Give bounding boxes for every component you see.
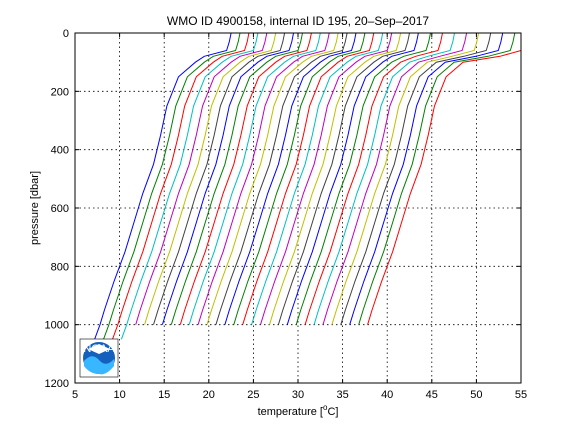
- axis-ticks: 5 10 15 20 25 30 35 40 45 50 55 0 200 400 600 800 1000 12…: [45, 28, 528, 401]
- x-axis-label-degree: o: [323, 403, 328, 412]
- profile-line-30: [358, 32, 516, 325]
- noaa-logo: NOAA: [79, 338, 119, 378]
- grid-lines: [75, 33, 521, 383]
- x-tick-label: 15: [158, 389, 170, 401]
- profile-line-11: [188, 32, 321, 325]
- x-axis-label: temperature [oC]: [258, 403, 339, 418]
- profile-line-17: [242, 32, 375, 325]
- x-tick-label: 45: [426, 389, 438, 401]
- y-tick-label: 600: [51, 203, 69, 215]
- x-tick-label: 10: [113, 389, 125, 401]
- x-tick-label: 5: [72, 389, 78, 401]
- x-axis-label-main: temperature [: [258, 406, 323, 418]
- profile-line-26: [322, 32, 468, 325]
- profile-line-19: [260, 32, 393, 325]
- y-tick-label: 0: [63, 28, 69, 40]
- y-tick-label: 400: [51, 145, 69, 157]
- profile-line-15: [224, 32, 357, 325]
- profile-line-13: [206, 32, 339, 325]
- x-tick-label: 35: [336, 389, 348, 401]
- profile-line-8: [161, 32, 294, 325]
- x-axis-label-unit: C]: [327, 406, 338, 418]
- y-tick-label: 200: [51, 86, 69, 98]
- profile-line-31: [367, 33, 522, 325]
- profile-line-6: [144, 32, 277, 325]
- profile-line-1: [94, 32, 232, 340]
- y-tick-label: 1000: [45, 320, 69, 332]
- profile-line-20: [269, 32, 402, 325]
- profile-line-4: [120, 32, 259, 340]
- profile-line-27: [331, 32, 480, 325]
- x-tick-label: 25: [247, 389, 259, 401]
- profile-line-2: [103, 32, 241, 340]
- profile-line-12: [197, 32, 330, 325]
- profile-line-22: [286, 32, 419, 325]
- profile-line-29: [349, 32, 504, 325]
- x-tick-label: 30: [292, 389, 304, 401]
- profile-line-10: [179, 32, 312, 325]
- y-axis-label: pressure [dbar]: [29, 171, 41, 245]
- profile-line-25: [313, 32, 455, 325]
- profile-line-3: [112, 32, 250, 340]
- x-tick-label: 55: [515, 389, 527, 401]
- profile-lines: [94, 32, 522, 340]
- profile-line-16: [233, 32, 366, 325]
- profile-line-9: [170, 32, 303, 325]
- profile-line-18: [251, 32, 384, 325]
- profile-line-24: [304, 32, 443, 325]
- profile-line-5: [135, 32, 268, 325]
- noaa-logo-text: NOAA: [83, 343, 115, 355]
- x-tick-label: 40: [381, 389, 393, 401]
- profile-line-14: [215, 32, 348, 325]
- profile-line-23: [295, 32, 431, 325]
- chart-title: WMO ID 4900158, internal ID 195, 20–Sep–…: [167, 14, 429, 28]
- y-tick-label: 800: [51, 261, 69, 273]
- profile-line-28: [340, 32, 492, 325]
- profile-line-7: [153, 32, 286, 325]
- y-tick-label: 1200: [45, 378, 69, 390]
- x-tick-label: 20: [203, 389, 215, 401]
- x-tick-label: 50: [470, 389, 482, 401]
- profile-line-21: [277, 32, 410, 325]
